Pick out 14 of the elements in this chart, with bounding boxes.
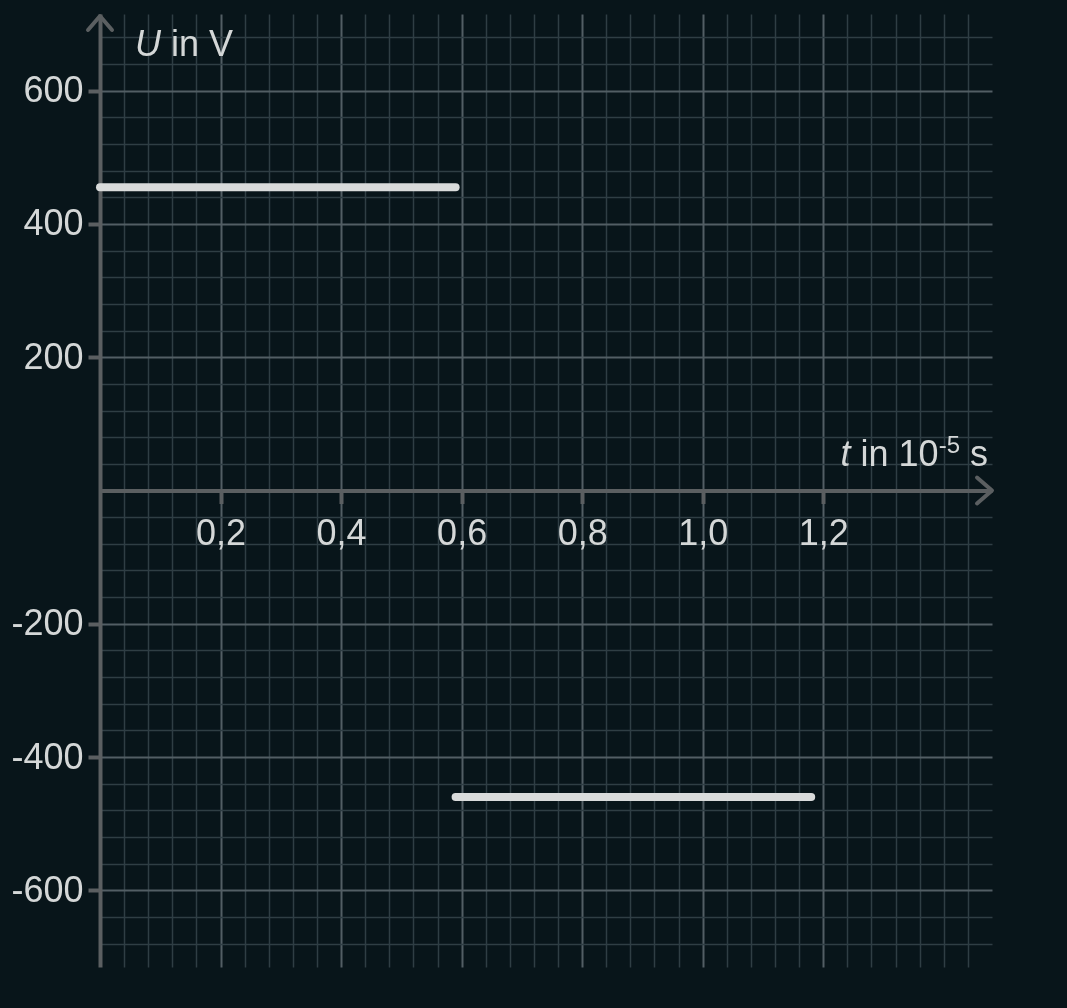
x-axis-title: t in 10$^{-5}$ s xyxy=(840,430,988,474)
x-tick-label: 0,4 xyxy=(316,512,367,553)
y-tick-label: 600 xyxy=(23,69,84,111)
x-tick-label: 1,2 xyxy=(798,512,849,553)
x-tick-label: 0,2 xyxy=(196,512,247,553)
x-tick-label: 1,0 xyxy=(678,512,729,553)
y-tick-label: -600 xyxy=(11,868,84,910)
y-tick-label: -200 xyxy=(11,602,84,644)
y-tick-label: -400 xyxy=(11,735,84,777)
x-tick-label: 0,8 xyxy=(557,512,608,553)
y-tick-label: 400 xyxy=(23,202,84,244)
y-tick-label: 200 xyxy=(23,335,84,377)
x-tick-label: 0,6 xyxy=(437,512,488,553)
y-axis-title: U in V xyxy=(135,23,234,64)
